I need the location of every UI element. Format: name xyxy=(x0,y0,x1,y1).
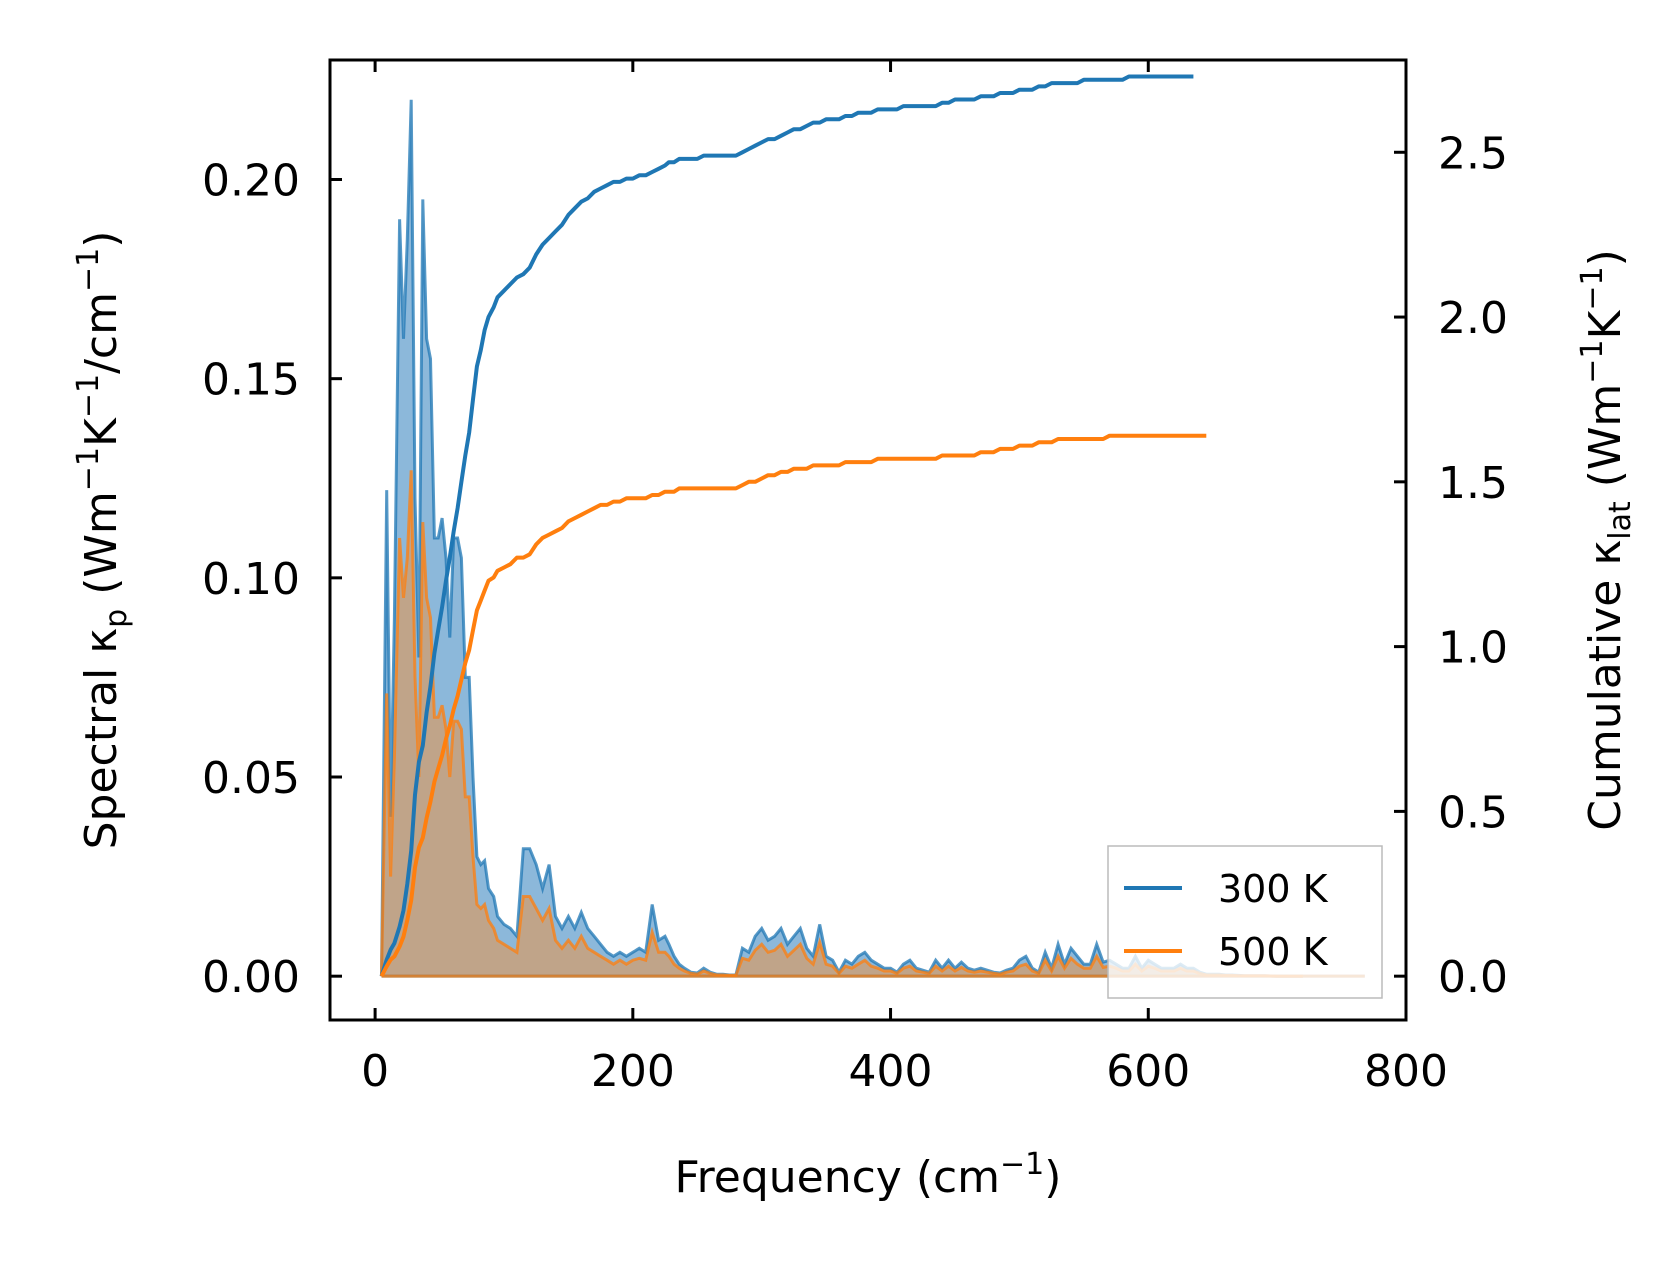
cumulative-line-300k xyxy=(379,74,1194,977)
x-tick-label-0: 0 xyxy=(361,1046,389,1097)
x-axis-label: Frequency (cm−1) xyxy=(675,1147,1062,1203)
axis-tick-labels: 0 200 400 600 800 0.00 0.05 0.10 0.15 0.20 0.0 0.5 1… xyxy=(202,128,1508,1097)
spectral-fills xyxy=(381,99,1303,977)
legend-label-300k: 300 K xyxy=(1218,867,1329,911)
right-y-tick-label-1: 0.5 xyxy=(1438,787,1508,838)
axis-ticks xyxy=(330,60,1408,1020)
right-y-axis-label: Cumulative κlat (Wm−1K−1) xyxy=(1575,249,1638,831)
right-y-tick-label-5: 2.5 xyxy=(1438,128,1508,179)
left-y-tick-label-2: 0.10 xyxy=(202,554,300,605)
left-y-axis-label: Spectral κp (Wm−1K−1/cm−1) xyxy=(71,231,134,850)
legend: 300 K 500 K xyxy=(1107,845,1383,999)
spectral-area-300k xyxy=(381,99,1303,977)
right-y-tick-label-2: 1.0 xyxy=(1438,623,1508,674)
x-tick-label-600: 600 xyxy=(1106,1046,1190,1097)
legend-box xyxy=(1107,845,1383,999)
left-y-tick-label-4: 0.20 xyxy=(202,156,300,207)
right-y-tick-label-3: 1.5 xyxy=(1438,458,1508,509)
cumulative-line-500k xyxy=(379,433,1207,978)
spectral-area-500k xyxy=(381,470,1303,977)
x-tick-label-200: 200 xyxy=(591,1046,675,1097)
right-y-tick-label-0: 0.0 xyxy=(1438,952,1508,1003)
cumulative-lines xyxy=(379,74,1207,978)
x-tick-label-800: 800 xyxy=(1364,1046,1448,1097)
legend-label-500k: 500 K xyxy=(1218,930,1329,974)
left-y-tick-label-1: 0.05 xyxy=(202,753,300,804)
x-tick-label-400: 400 xyxy=(849,1046,933,1097)
spectral-line-300k xyxy=(380,99,1303,978)
spectral-lines xyxy=(380,99,1365,978)
left-y-tick-label-0: 0.00 xyxy=(202,952,300,1003)
left-y-tick-label-3: 0.15 xyxy=(202,355,300,406)
plot-frame xyxy=(328,58,1408,1022)
right-y-tick-label-4: 2.0 xyxy=(1438,293,1508,344)
